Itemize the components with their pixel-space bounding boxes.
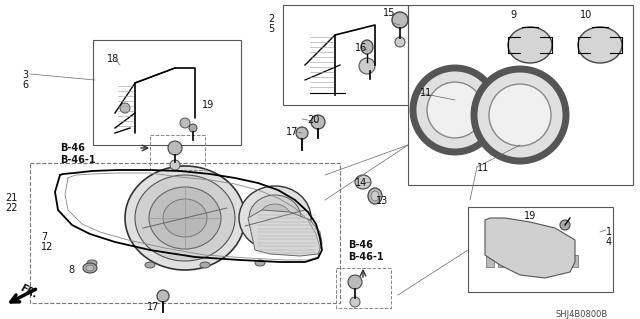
Text: 18: 18 (107, 54, 119, 64)
Text: 17: 17 (147, 302, 159, 312)
Ellipse shape (560, 220, 570, 230)
Text: 20: 20 (307, 115, 319, 125)
Text: 14: 14 (355, 178, 367, 188)
Polygon shape (248, 210, 322, 256)
Text: 19: 19 (202, 100, 214, 110)
Text: 3: 3 (22, 70, 28, 80)
Ellipse shape (145, 262, 155, 268)
Text: 16: 16 (355, 43, 367, 53)
Bar (93, 40, 241, 145)
Text: FR.: FR. (18, 283, 38, 300)
Ellipse shape (125, 166, 245, 270)
Ellipse shape (355, 175, 371, 189)
Bar (486, 255, 494, 267)
Ellipse shape (135, 175, 235, 261)
Ellipse shape (508, 27, 552, 63)
Text: 5: 5 (268, 24, 275, 34)
Text: SHJ4B0800B: SHJ4B0800B (555, 310, 607, 319)
Ellipse shape (474, 69, 566, 161)
Ellipse shape (170, 160, 180, 170)
Bar (510, 255, 518, 267)
Bar (336, 268, 391, 308)
Ellipse shape (395, 37, 405, 47)
Ellipse shape (87, 260, 97, 266)
Text: 17: 17 (286, 127, 298, 137)
Ellipse shape (157, 290, 169, 302)
Text: 19: 19 (524, 211, 536, 221)
Polygon shape (485, 218, 575, 278)
Ellipse shape (296, 127, 308, 139)
Text: 15: 15 (383, 8, 396, 18)
Text: 12: 12 (41, 242, 53, 252)
Bar (534, 255, 542, 267)
Ellipse shape (239, 186, 311, 250)
Bar (498, 255, 506, 267)
Ellipse shape (83, 263, 97, 273)
Text: 8: 8 (68, 265, 74, 275)
Ellipse shape (163, 199, 207, 237)
Ellipse shape (489, 84, 551, 146)
Text: 11: 11 (477, 163, 489, 173)
Ellipse shape (359, 58, 375, 74)
Ellipse shape (348, 275, 362, 289)
Bar (570, 255, 578, 267)
Text: 11: 11 (420, 88, 432, 98)
Text: 2: 2 (268, 14, 275, 24)
Bar (468, 207, 613, 292)
Bar (150, 135, 205, 170)
Ellipse shape (200, 262, 210, 268)
Text: 22: 22 (5, 203, 17, 213)
Text: B-46: B-46 (348, 240, 373, 250)
Bar (408, 5, 633, 185)
Text: B-46-1: B-46-1 (60, 155, 95, 165)
Text: B-46: B-46 (60, 143, 85, 153)
Ellipse shape (361, 40, 373, 54)
Bar (522, 255, 530, 267)
Text: 4: 4 (606, 237, 612, 247)
Ellipse shape (427, 82, 483, 138)
Bar (546, 255, 554, 267)
Ellipse shape (368, 188, 382, 204)
Bar (30, 163, 340, 303)
Text: 7: 7 (41, 232, 47, 242)
Text: 21: 21 (5, 193, 17, 203)
Ellipse shape (249, 195, 301, 241)
Text: 9: 9 (510, 10, 516, 20)
Ellipse shape (259, 204, 291, 232)
Ellipse shape (168, 141, 182, 155)
Ellipse shape (578, 27, 622, 63)
Ellipse shape (366, 63, 374, 71)
Ellipse shape (120, 103, 130, 113)
Ellipse shape (86, 265, 94, 271)
Text: 13: 13 (376, 196, 388, 206)
Ellipse shape (311, 115, 325, 129)
Text: B-46-1: B-46-1 (348, 252, 383, 262)
Ellipse shape (350, 297, 360, 307)
Text: 10: 10 (580, 10, 592, 20)
Ellipse shape (189, 124, 197, 132)
Bar (283, 5, 408, 105)
Ellipse shape (180, 118, 190, 128)
Ellipse shape (413, 68, 497, 152)
Ellipse shape (392, 12, 408, 28)
Text: 1: 1 (606, 227, 612, 237)
Text: 6: 6 (22, 80, 28, 90)
Ellipse shape (255, 260, 265, 266)
Bar (558, 255, 566, 267)
Ellipse shape (149, 187, 221, 249)
Ellipse shape (371, 191, 379, 201)
